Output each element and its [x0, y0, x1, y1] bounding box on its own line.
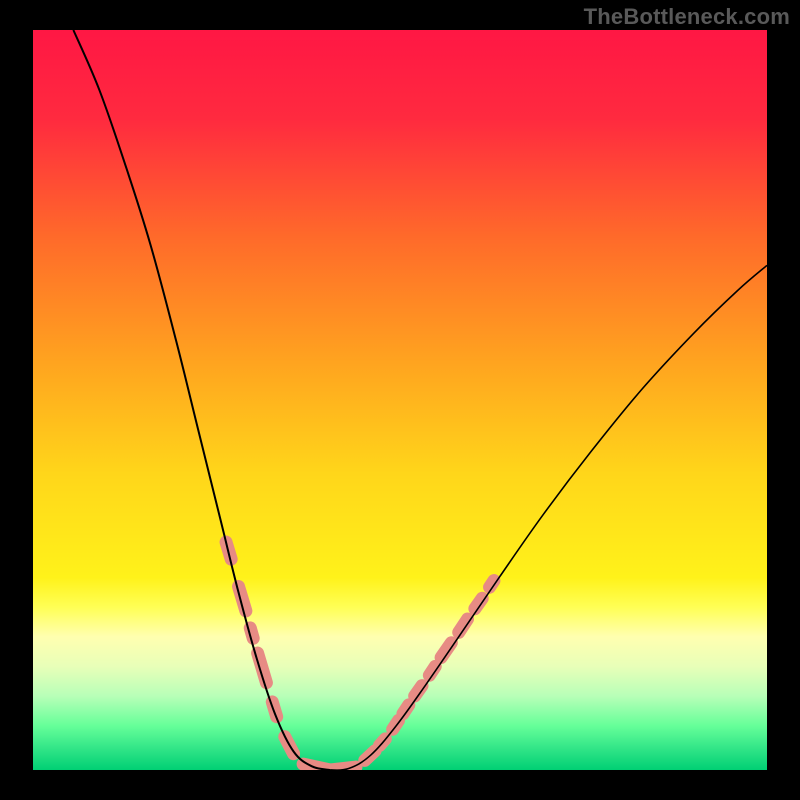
- chart-container: TheBottleneck.com: [0, 0, 800, 800]
- gradient-background: [33, 30, 767, 770]
- plot-area: [33, 30, 767, 770]
- bottleneck-chart: [33, 30, 767, 770]
- marker-segment: [429, 666, 435, 675]
- watermark-text: TheBottleneck.com: [584, 4, 790, 30]
